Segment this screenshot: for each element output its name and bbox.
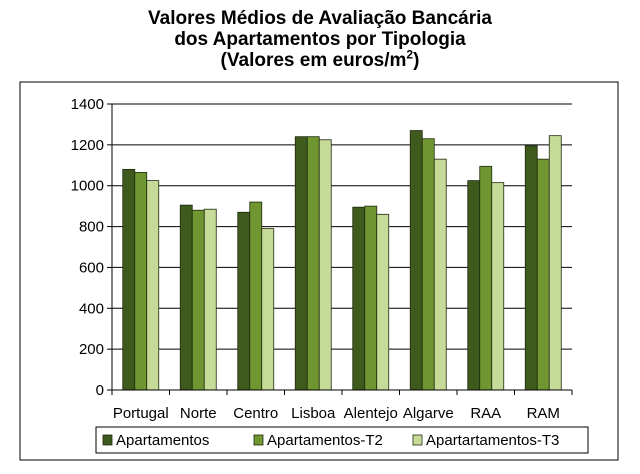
x-tick-label: Portugal — [113, 405, 169, 422]
bar-algarve-s2 — [421, 138, 435, 391]
legend: Apartamentos Apartamentos-T2 Apartartament… — [95, 426, 589, 454]
x-tick-label: Algarve — [403, 405, 454, 422]
y-tick-label: 1200 — [71, 137, 104, 154]
y-tick-label: 600 — [79, 259, 104, 276]
bar-centro-s2 — [249, 201, 263, 391]
bar-portugal-s3 — [146, 180, 160, 391]
bar-ram-s2 — [536, 158, 550, 391]
y-tick-label: 1400 — [71, 96, 104, 113]
bar-centro-s1 — [237, 211, 251, 391]
x-axis-tick-labels: Portugal Norte Centro Lisboa Alentejo Algarve… — [113, 405, 560, 422]
bar-alentejo-s1 — [352, 206, 366, 391]
legend-swatch-2 — [253, 434, 264, 446]
bars — [122, 130, 562, 391]
bar-centro-s3 — [261, 228, 275, 391]
chart-title-unit-sup: 2 — [406, 47, 414, 62]
legend-label-2: Apartamentos-T2 — [267, 432, 383, 449]
y-tick-label: 800 — [79, 219, 104, 236]
bar-algarve-s1 — [409, 130, 423, 391]
legend-label-1: Apartamentos — [116, 432, 209, 449]
x-tick-label: Lisboa — [291, 405, 336, 422]
bar-lisboa-s1 — [294, 136, 308, 391]
y-axis-tick-labels: 0 200 400 600 800 1000 1200 1400 — [71, 96, 104, 399]
chart-title: Valores Médios de Avaliação Bancária dos… — [0, 8, 640, 71]
bar-norte-s1 — [179, 204, 193, 391]
bar-lisboa-s3 — [318, 139, 332, 391]
legend-swatch-1 — [102, 434, 113, 446]
x-tick-label: RAM — [527, 405, 560, 422]
y-tick-label: 0 — [96, 382, 104, 399]
bar-algarve-s3 — [433, 158, 447, 391]
chart-title-unit-prefix: (Valores em euros/m — [220, 50, 407, 71]
legend-label-3: Apartartamentos-T3 — [426, 432, 559, 449]
chart-title-line-2: dos Apartamentos por Tipologia — [174, 29, 466, 50]
bar-raa-s3 — [491, 182, 505, 391]
bar-ram-s1 — [524, 145, 538, 391]
chart-title-unit: (Valores em euros/m2) — [0, 47, 640, 71]
legend-box — [95, 426, 589, 454]
bar-alentejo-s2 — [364, 205, 378, 391]
bar-portugal-s2 — [134, 172, 148, 391]
y-tick-label: 200 — [79, 341, 104, 358]
bar-raa-s2 — [479, 165, 493, 391]
bar-norte-s3 — [203, 208, 217, 391]
chart-title-line-1: Valores Médios de Avaliação Bancária — [148, 8, 492, 29]
chart-title-unit-suffix: ) — [413, 50, 420, 71]
bar-alentejo-s3 — [376, 213, 390, 391]
bar-raa-s1 — [467, 180, 481, 391]
bar-norte-s2 — [191, 209, 205, 391]
bar-lisboa-s2 — [306, 136, 320, 391]
x-tick-label: Alentejo — [344, 405, 398, 422]
axes — [111, 104, 572, 391]
x-tick-label: Norte — [180, 405, 217, 422]
y-tick-label: 1000 — [71, 178, 104, 195]
x-tick-label: Centro — [233, 405, 278, 422]
bar-ram-s3 — [548, 135, 562, 391]
y-tick-label: 400 — [79, 300, 104, 317]
bar-portugal-s1 — [122, 168, 136, 391]
x-tick-label: RAA — [470, 405, 501, 422]
legend-swatch-3 — [412, 434, 423, 446]
